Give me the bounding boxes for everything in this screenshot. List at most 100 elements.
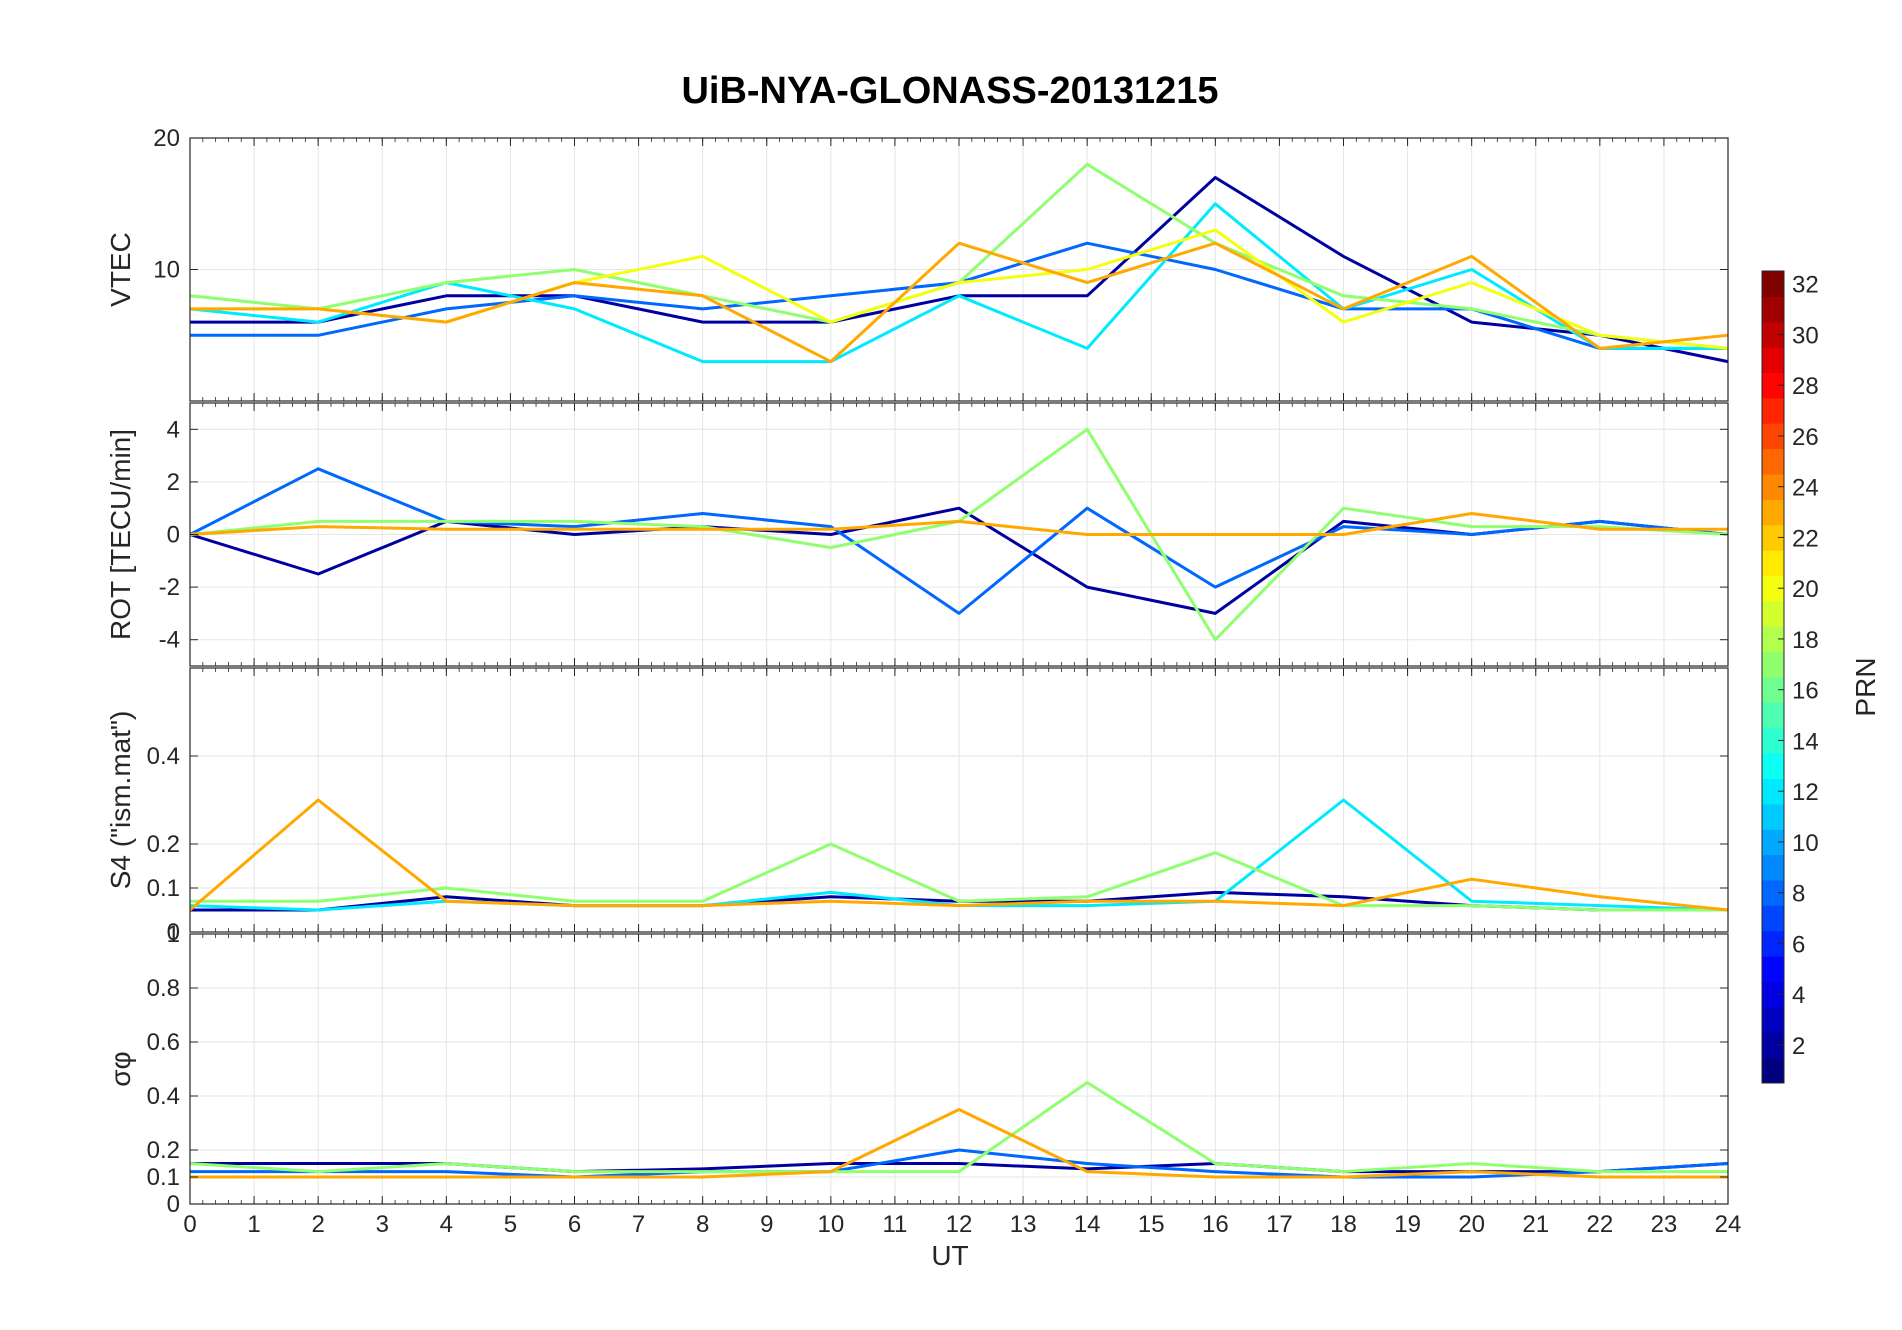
- y-tick-label: 0: [167, 1191, 180, 1218]
- colorbar-segment: [1762, 803, 1784, 830]
- colorbar-tick-label: 26: [1792, 424, 1819, 451]
- x-tick-label: 4: [440, 1211, 453, 1238]
- colorbar-segment: [1762, 372, 1784, 399]
- y-tick-label: 10: [153, 257, 180, 284]
- colorbar-segment: [1762, 448, 1784, 475]
- colorbar-segment: [1762, 1057, 1784, 1084]
- y-tick-label: -4: [159, 627, 180, 654]
- panel-2: -4 -2 0 2 4 ROT [TECU/min]: [105, 402, 1729, 667]
- series-line-prn-23: [189, 512, 1728, 536]
- colorbar-segment: [1762, 524, 1784, 551]
- colorbar-segment: [1762, 651, 1784, 678]
- x-tick-label: 0: [183, 1211, 196, 1238]
- colorbar-segment: [1762, 702, 1784, 729]
- x-tick-label: 22: [1586, 1211, 1613, 1238]
- colorbar-segment: [1762, 600, 1784, 627]
- colorbar-tick-label: 6: [1792, 931, 1805, 958]
- x-tick-label: 15: [1138, 1211, 1165, 1238]
- x-tick-label: 9: [760, 1211, 773, 1238]
- x-tick-label: 6: [568, 1211, 581, 1238]
- y-tick-label: 4: [167, 416, 180, 443]
- series-line-prn-23: [190, 241, 1729, 364]
- colorbar-tick-label: 18: [1792, 627, 1819, 654]
- y-axis-label: ROT [TECU/min]: [105, 429, 136, 640]
- x-tick-labels: 0 1 2 3 4 5 6 7 8 9 10 11 12 13 14 15 16 17 18 19 20 21 22 23 24: [183, 1211, 1741, 1238]
- colorbar-segment: [1762, 1032, 1784, 1059]
- x-tick-label: 10: [817, 1211, 844, 1238]
- colorbar-segment: [1762, 930, 1784, 957]
- colorbar-segment: [1762, 347, 1784, 373]
- colorbar-segment: [1762, 727, 1784, 754]
- x-tick-label: 12: [946, 1211, 973, 1238]
- x-tick-label: 18: [1330, 1211, 1357, 1238]
- x-tick-label: 3: [376, 1211, 389, 1238]
- y-tick-label: 0.2: [147, 1137, 180, 1164]
- colorbar-segment: [1762, 321, 1784, 348]
- panel-1: 10 20 VTEC: [105, 125, 1729, 402]
- colorbar-tick-label: 16: [1792, 678, 1819, 705]
- colorbar-tick-label: 22: [1792, 525, 1819, 552]
- colorbar-segment: [1762, 778, 1784, 805]
- x-tick-label: 17: [1266, 1211, 1293, 1238]
- colorbar-frame: [1761, 270, 1785, 1084]
- x-tick-label: 2: [311, 1211, 324, 1238]
- colorbar-segment: [1762, 854, 1784, 881]
- colorbar-segment: [1762, 271, 1784, 297]
- colorbar-tick-label: 20: [1792, 576, 1819, 603]
- colorbar-tick-label: 4: [1792, 982, 1805, 1009]
- chart-title: UiB-NYA-GLONASS-20131215: [681, 70, 1218, 112]
- y-tick-label: 0.1: [147, 1164, 180, 1191]
- y-tick-label: 0: [167, 919, 180, 946]
- colorbar-segment: [1762, 1006, 1784, 1033]
- colorbar-tick-label: 14: [1792, 728, 1819, 755]
- x-axis-label: UT: [931, 1240, 968, 1271]
- series-line-prn-17: [190, 842, 1728, 912]
- y-tick-label: 0.8: [147, 975, 180, 1002]
- colorbar-segment: [1762, 296, 1784, 323]
- colorbar-tick-label: 24: [1792, 475, 1819, 502]
- x-tick-label: 5: [504, 1211, 517, 1238]
- colorbar-tick-label: 10: [1792, 830, 1819, 857]
- colorbar-segment: [1762, 474, 1784, 500]
- x-tick-label: 11: [882, 1211, 907, 1238]
- y-tick-label: 2: [167, 469, 180, 496]
- y-tick-label: 0.4: [147, 743, 180, 770]
- y-tick-label: 0.4: [147, 1083, 180, 1110]
- x-tick-label: 14: [1074, 1211, 1101, 1238]
- colorbar-segment: [1762, 981, 1784, 1008]
- y-tick-label: 0.6: [147, 1029, 180, 1056]
- x-tick-label: 1: [247, 1211, 260, 1238]
- y-tick-label: 0: [167, 522, 180, 549]
- y-tick-label: 0.1: [147, 875, 180, 902]
- colorbar-segment: [1762, 423, 1784, 450]
- colorbar-label: PRN: [1850, 657, 1881, 716]
- colorbar-segment: [1762, 499, 1784, 526]
- colorbar-segment: [1762, 575, 1784, 602]
- y-axis-label: S4 ("ism.mat"): [105, 711, 136, 890]
- colorbar-tick-label: 12: [1792, 779, 1819, 806]
- colorbar-segment: [1762, 956, 1784, 982]
- x-tick-label: 7: [632, 1211, 645, 1238]
- series-line-prn-17: [189, 1081, 1728, 1174]
- colorbar-tick-label: 2: [1792, 1033, 1805, 1060]
- y-tick-label: 0.2: [147, 831, 180, 858]
- x-tick-label: 13: [1010, 1211, 1037, 1238]
- y-axis-label: VTEC: [105, 232, 136, 307]
- y-tick-label: 1: [167, 921, 180, 948]
- y-tick-label: 20: [153, 125, 180, 152]
- colorbar-segment: [1762, 677, 1784, 703]
- colorbar-tick-label: 28: [1792, 373, 1819, 400]
- colorbar-segment: [1762, 626, 1784, 653]
- x-tick-label: 8: [696, 1211, 709, 1238]
- x-tick-label: 24: [1715, 1211, 1742, 1238]
- series-line-prn-23: [189, 798, 1729, 912]
- colorbar-segment: [1762, 829, 1784, 856]
- colorbar-segment: [1762, 397, 1784, 424]
- colorbar-tick-label: 30: [1792, 322, 1819, 349]
- series-line-prn-23: [190, 1108, 1728, 1179]
- colorbar-tick-label: 8: [1792, 881, 1805, 908]
- x-tick-label: 20: [1458, 1211, 1485, 1238]
- y-axis-label: σφ: [105, 1051, 136, 1086]
